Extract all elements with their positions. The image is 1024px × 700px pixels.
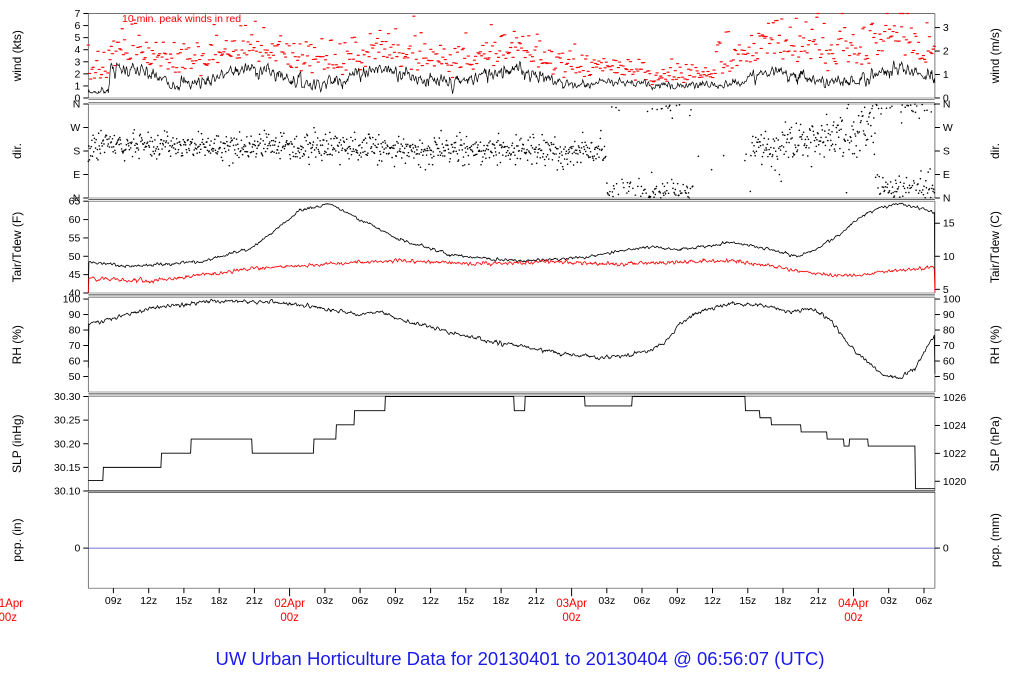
svg-text:1020: 1020: [943, 476, 967, 488]
svg-text:SLP (inHg): SLP (inHg): [10, 415, 24, 473]
svg-text:21z: 21z: [528, 595, 545, 607]
svg-text:09z: 09z: [387, 595, 404, 607]
svg-text:18z: 18z: [493, 595, 510, 607]
svg-text:70: 70: [69, 340, 81, 352]
svg-text:dir.: dir.: [10, 143, 24, 159]
svg-text:pcp. (mm): pcp. (mm): [988, 513, 1002, 567]
svg-text:90: 90: [69, 309, 81, 321]
svg-text:21z: 21z: [246, 595, 263, 607]
svg-text:55: 55: [69, 232, 81, 244]
svg-text:03z: 03z: [316, 595, 333, 607]
svg-text:E: E: [73, 169, 80, 181]
svg-text:100: 100: [943, 294, 961, 306]
svg-text:30.10: 30.10: [54, 486, 80, 498]
svg-text:dir.: dir.: [988, 143, 1002, 159]
svg-text:09z: 09z: [105, 595, 122, 607]
svg-text:0: 0: [74, 543, 80, 555]
svg-text:30.30: 30.30: [54, 391, 80, 403]
svg-text:5: 5: [74, 32, 80, 44]
svg-text:12z: 12z: [422, 595, 439, 607]
svg-text:00z: 00z: [844, 612, 863, 624]
svg-text:4: 4: [74, 44, 80, 56]
svg-text:10 min. peak winds in red: 10 min. peak winds in red: [122, 13, 241, 25]
svg-text:45: 45: [69, 269, 81, 281]
svg-text:09z: 09z: [669, 595, 686, 607]
svg-text:3: 3: [74, 56, 80, 68]
svg-text:N: N: [73, 99, 81, 111]
svg-text:50: 50: [69, 251, 81, 263]
svg-text:E: E: [943, 169, 950, 181]
svg-text:100: 100: [63, 294, 81, 306]
svg-text:04Apr: 04Apr: [838, 598, 869, 610]
svg-text:60: 60: [69, 214, 81, 226]
svg-text:10: 10: [943, 251, 955, 263]
svg-text:W: W: [70, 122, 80, 134]
svg-text:6: 6: [74, 20, 80, 32]
svg-text:21z: 21z: [810, 595, 827, 607]
svg-text:N: N: [943, 99, 951, 111]
svg-text:RH (%): RH (%): [10, 325, 24, 364]
svg-text:S: S: [73, 146, 80, 158]
svg-text:00z: 00z: [0, 612, 17, 624]
svg-text:06z: 06z: [634, 595, 651, 607]
svg-text:RH (%): RH (%): [988, 325, 1002, 364]
svg-text:65: 65: [69, 196, 81, 208]
svg-text:50: 50: [943, 371, 955, 383]
svg-text:60: 60: [943, 356, 955, 368]
svg-text:30.15: 30.15: [54, 462, 80, 474]
svg-text:Tair/Tdew (F): Tair/Tdew (F): [10, 212, 24, 283]
svg-text:7: 7: [74, 8, 80, 20]
svg-text:70: 70: [943, 340, 955, 352]
svg-text:18z: 18z: [775, 595, 792, 607]
svg-text:15z: 15z: [457, 595, 474, 607]
svg-text:15: 15: [943, 218, 955, 230]
svg-text:00z: 00z: [280, 612, 299, 624]
svg-text:90: 90: [943, 309, 955, 321]
svg-text:80: 80: [69, 325, 81, 337]
svg-text:60: 60: [69, 356, 81, 368]
svg-text:02Apr: 02Apr: [274, 598, 305, 610]
svg-text:80: 80: [943, 325, 955, 337]
svg-text:W: W: [943, 122, 953, 134]
svg-text:3: 3: [943, 22, 949, 34]
svg-text:S: S: [943, 146, 950, 158]
svg-text:wind (m/s): wind (m/s): [988, 28, 1002, 84]
svg-text:wind (kts): wind (kts): [10, 30, 24, 82]
svg-text:1: 1: [74, 80, 80, 92]
svg-text:06z: 06z: [916, 595, 933, 607]
svg-text:50: 50: [69, 371, 81, 383]
svg-text:N: N: [943, 193, 951, 205]
svg-text:18z: 18z: [211, 595, 228, 607]
svg-text:1022: 1022: [943, 448, 967, 460]
svg-text:UW Urban Horticulture Data for: UW Urban Horticulture Data for 20130401 …: [215, 648, 824, 669]
svg-text:15z: 15z: [175, 595, 192, 607]
svg-text:12z: 12z: [140, 595, 157, 607]
svg-text:2: 2: [74, 68, 80, 80]
svg-text:30.20: 30.20: [54, 438, 80, 450]
svg-text:2: 2: [943, 46, 949, 58]
svg-text:12z: 12z: [704, 595, 721, 607]
svg-text:0: 0: [943, 543, 949, 555]
svg-text:1: 1: [943, 69, 949, 81]
svg-text:1026: 1026: [943, 392, 967, 404]
svg-text:03Apr: 03Apr: [556, 598, 587, 610]
svg-text:15z: 15z: [739, 595, 756, 607]
svg-text:03z: 03z: [880, 595, 897, 607]
svg-text:00z: 00z: [562, 612, 581, 624]
svg-text:03z: 03z: [598, 595, 615, 607]
svg-text:pcp. (in): pcp. (in): [10, 518, 24, 561]
svg-text:30.25: 30.25: [54, 415, 80, 427]
svg-text:SLP (hPa): SLP (hPa): [988, 416, 1002, 471]
svg-text:1024: 1024: [943, 420, 967, 432]
svg-text:Tair/Tdew (C): Tair/Tdew (C): [988, 211, 1002, 283]
svg-text:06z: 06z: [352, 595, 369, 607]
